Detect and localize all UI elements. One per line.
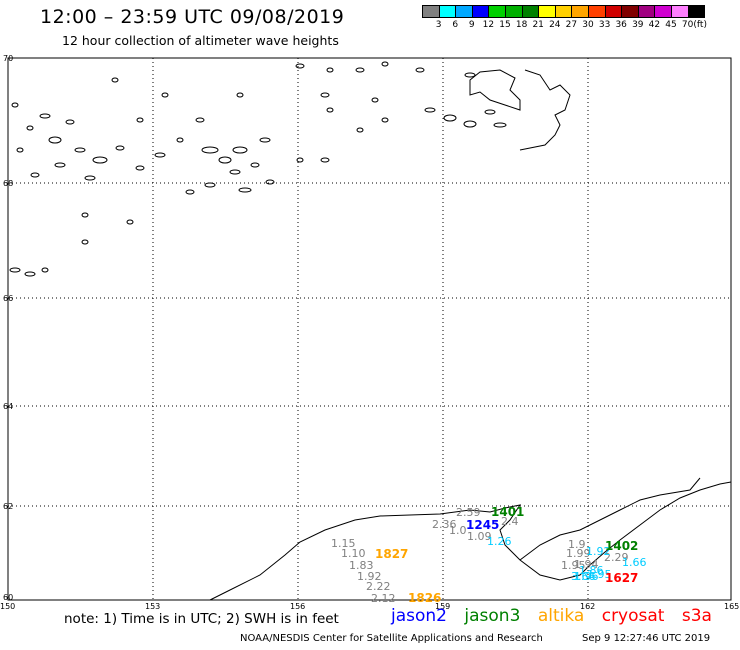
map-subtitle: 12 hour collection of altimeter wave hei… <box>62 33 339 48</box>
lat-tick-68: 68 <box>3 179 13 188</box>
lat-tick-64: 64 <box>3 402 13 411</box>
wave-value: 1.66 <box>622 556 647 569</box>
wave-value: 1.95 <box>587 568 612 581</box>
legend-label: 30 <box>582 20 594 30</box>
credit-line: NOAA/NESDIS Center for Satellite Applica… <box>240 633 543 644</box>
lat-tick-60: 60 <box>3 593 13 602</box>
lat-tick-70: 70 <box>3 54 13 63</box>
wave-value: 1.96 <box>574 570 599 583</box>
footnote: note: 1) Time is in UTC; 2) SWH is in fe… <box>64 611 339 627</box>
satellite-s3a: s3a <box>681 606 712 626</box>
wave-value: 3.66 <box>571 570 596 583</box>
lat-tick-62: 62 <box>3 502 13 511</box>
legend-label: 18 <box>515 20 528 30</box>
upper-right-coastline <box>469 69 571 151</box>
lon-tick-153: 153 <box>145 602 160 611</box>
satellite-jason2: jason2 <box>391 606 447 626</box>
wave-value: 1.86 <box>579 564 604 577</box>
pass-time-label: 1627 <box>605 571 638 585</box>
lon-tick-165: 165 <box>724 602 739 611</box>
legend-label: 70 <box>681 20 694 30</box>
wave-value: 1.99 <box>566 547 591 560</box>
legend-label: (ft) <box>693 20 707 30</box>
lat-tick-66: 66 <box>3 294 13 303</box>
satellite-altika: altika <box>537 606 585 626</box>
wave-value: 1.92 <box>357 570 382 583</box>
wave-value: 1.0 <box>449 524 467 537</box>
legend-label: 21 <box>532 20 544 30</box>
wave-value: 1.10 <box>341 547 366 560</box>
coastline-islands <box>9 61 507 277</box>
wave-values-gray: 2.59 2.36 1.0 1.09 1.15 1.10 1.83 1.92 2… <box>331 506 629 605</box>
wave-value: 1.15 <box>331 537 356 550</box>
wave-values-cyan: 1.26 1.92 1.86 1.66 1.96 1.95 3.66 <box>487 535 647 583</box>
wave-value: 1.94 <box>574 558 599 571</box>
legend-labels: 3 6 9 12 15 18 21 24 27 30 33 36 39 42 45 70 (ft) <box>422 18 707 30</box>
lon-tick-150: 150 <box>0 602 15 611</box>
legend-label: 15 <box>499 20 511 30</box>
wave-height-color-legend: 3 6 9 12 15 18 21 24 27 30 33 36 39 42 45 70 (ft) <box>422 5 707 30</box>
lon-tick-159: 159 <box>435 602 450 611</box>
pass-time-label: 1401 <box>491 505 524 519</box>
pass-time-labels: 1401 1245 1827 1826 1402 1627 <box>375 505 638 605</box>
legend-label: 42 <box>648 20 661 30</box>
legend-label: 9 <box>468 20 475 30</box>
legend-label: 39 <box>632 20 644 30</box>
wave-value: 1.83 <box>349 559 374 572</box>
pass-time-label: 1245 <box>466 518 499 532</box>
legend-swatch <box>687 5 706 18</box>
wave-value: 1.95 <box>561 559 586 572</box>
wave-value: 2.36 <box>432 518 457 531</box>
legend-label: 33 <box>598 20 611 30</box>
wave-value: 2.29 <box>604 551 629 564</box>
graticule <box>8 58 731 600</box>
pass-time-label: 1402 <box>605 539 638 553</box>
legend-label: 6 <box>452 20 459 30</box>
map-title: 12:00 – 23:59 UTC 09/08/2019 <box>40 6 345 28</box>
lower-coastline <box>209 481 732 601</box>
legend-label: 24 <box>549 20 561 30</box>
map-frame <box>7 57 732 601</box>
legend-label: 12 <box>482 20 495 30</box>
legend-swatches <box>422 5 706 18</box>
generated-timestamp: Sep 9 12:27:46 UTC 2019 <box>582 633 711 644</box>
wave-value: 2.4 <box>501 515 519 528</box>
wave-value: 2.12 <box>371 592 396 605</box>
lat-tick-labels: 70 68 66 64 62 60 <box>3 54 13 602</box>
wave-value: 1.26 <box>487 535 512 548</box>
legend-label: 36 <box>615 20 627 30</box>
inner-coastline <box>519 477 701 561</box>
satellite-jason3: jason3 <box>464 606 521 626</box>
wave-value: 1.92 <box>586 545 611 558</box>
pass-time-label: 1827 <box>375 547 408 561</box>
wave-value: 2.59 <box>456 506 481 519</box>
legend-label: 45 <box>665 20 677 30</box>
lon-tick-labels: 150 153 156 159 162 165 <box>0 602 739 611</box>
satellite-cryosat: cryosat <box>601 606 665 626</box>
legend-label: 3 <box>435 20 442 30</box>
lon-tick-156: 156 <box>290 602 305 611</box>
wave-value: 2.22 <box>366 580 391 593</box>
satellite-legend: jason2 jason3 altika cryosat s3a <box>391 606 724 626</box>
wave-value: 1.09 <box>467 530 492 543</box>
wave-value: 1.9 <box>568 538 586 551</box>
pass-time-label: 1826 <box>408 591 441 605</box>
lon-tick-162: 162 <box>580 602 595 611</box>
legend-label: 27 <box>565 20 578 30</box>
